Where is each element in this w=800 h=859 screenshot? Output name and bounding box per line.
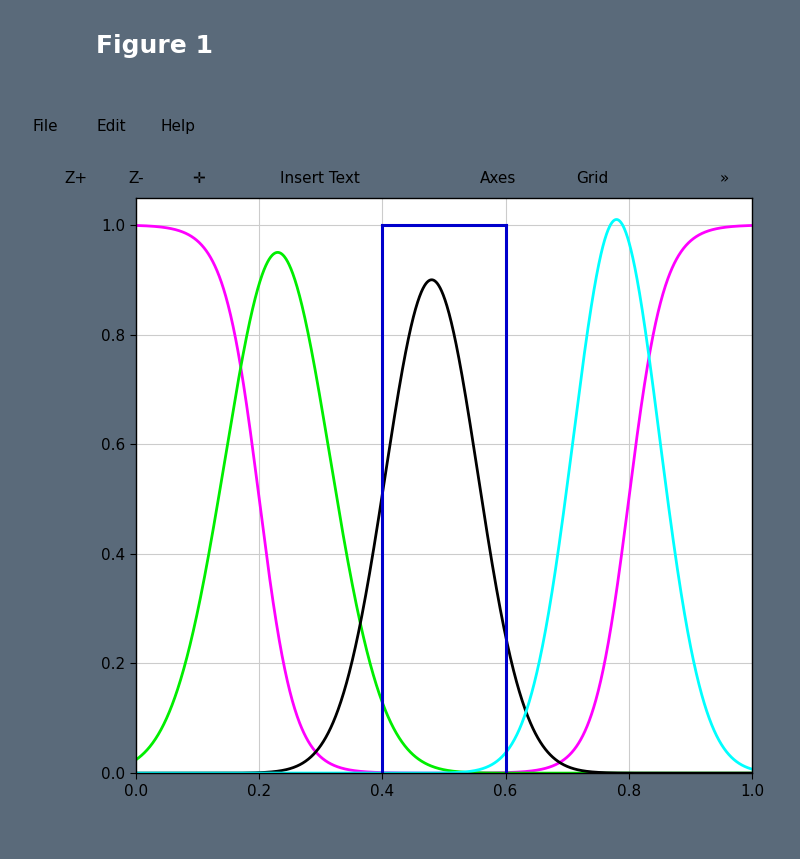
Text: Grid: Grid <box>576 171 608 186</box>
Text: ✛: ✛ <box>192 171 205 186</box>
Text: Z-: Z- <box>128 171 144 186</box>
Text: Z+: Z+ <box>64 171 87 186</box>
Text: »: » <box>720 171 730 186</box>
Text: File: File <box>32 119 58 134</box>
Text: Axes: Axes <box>480 171 516 186</box>
Text: Edit: Edit <box>96 119 126 134</box>
Text: Figure 1: Figure 1 <box>96 34 213 58</box>
Text: Help: Help <box>160 119 195 134</box>
Text: Insert Text: Insert Text <box>280 171 360 186</box>
